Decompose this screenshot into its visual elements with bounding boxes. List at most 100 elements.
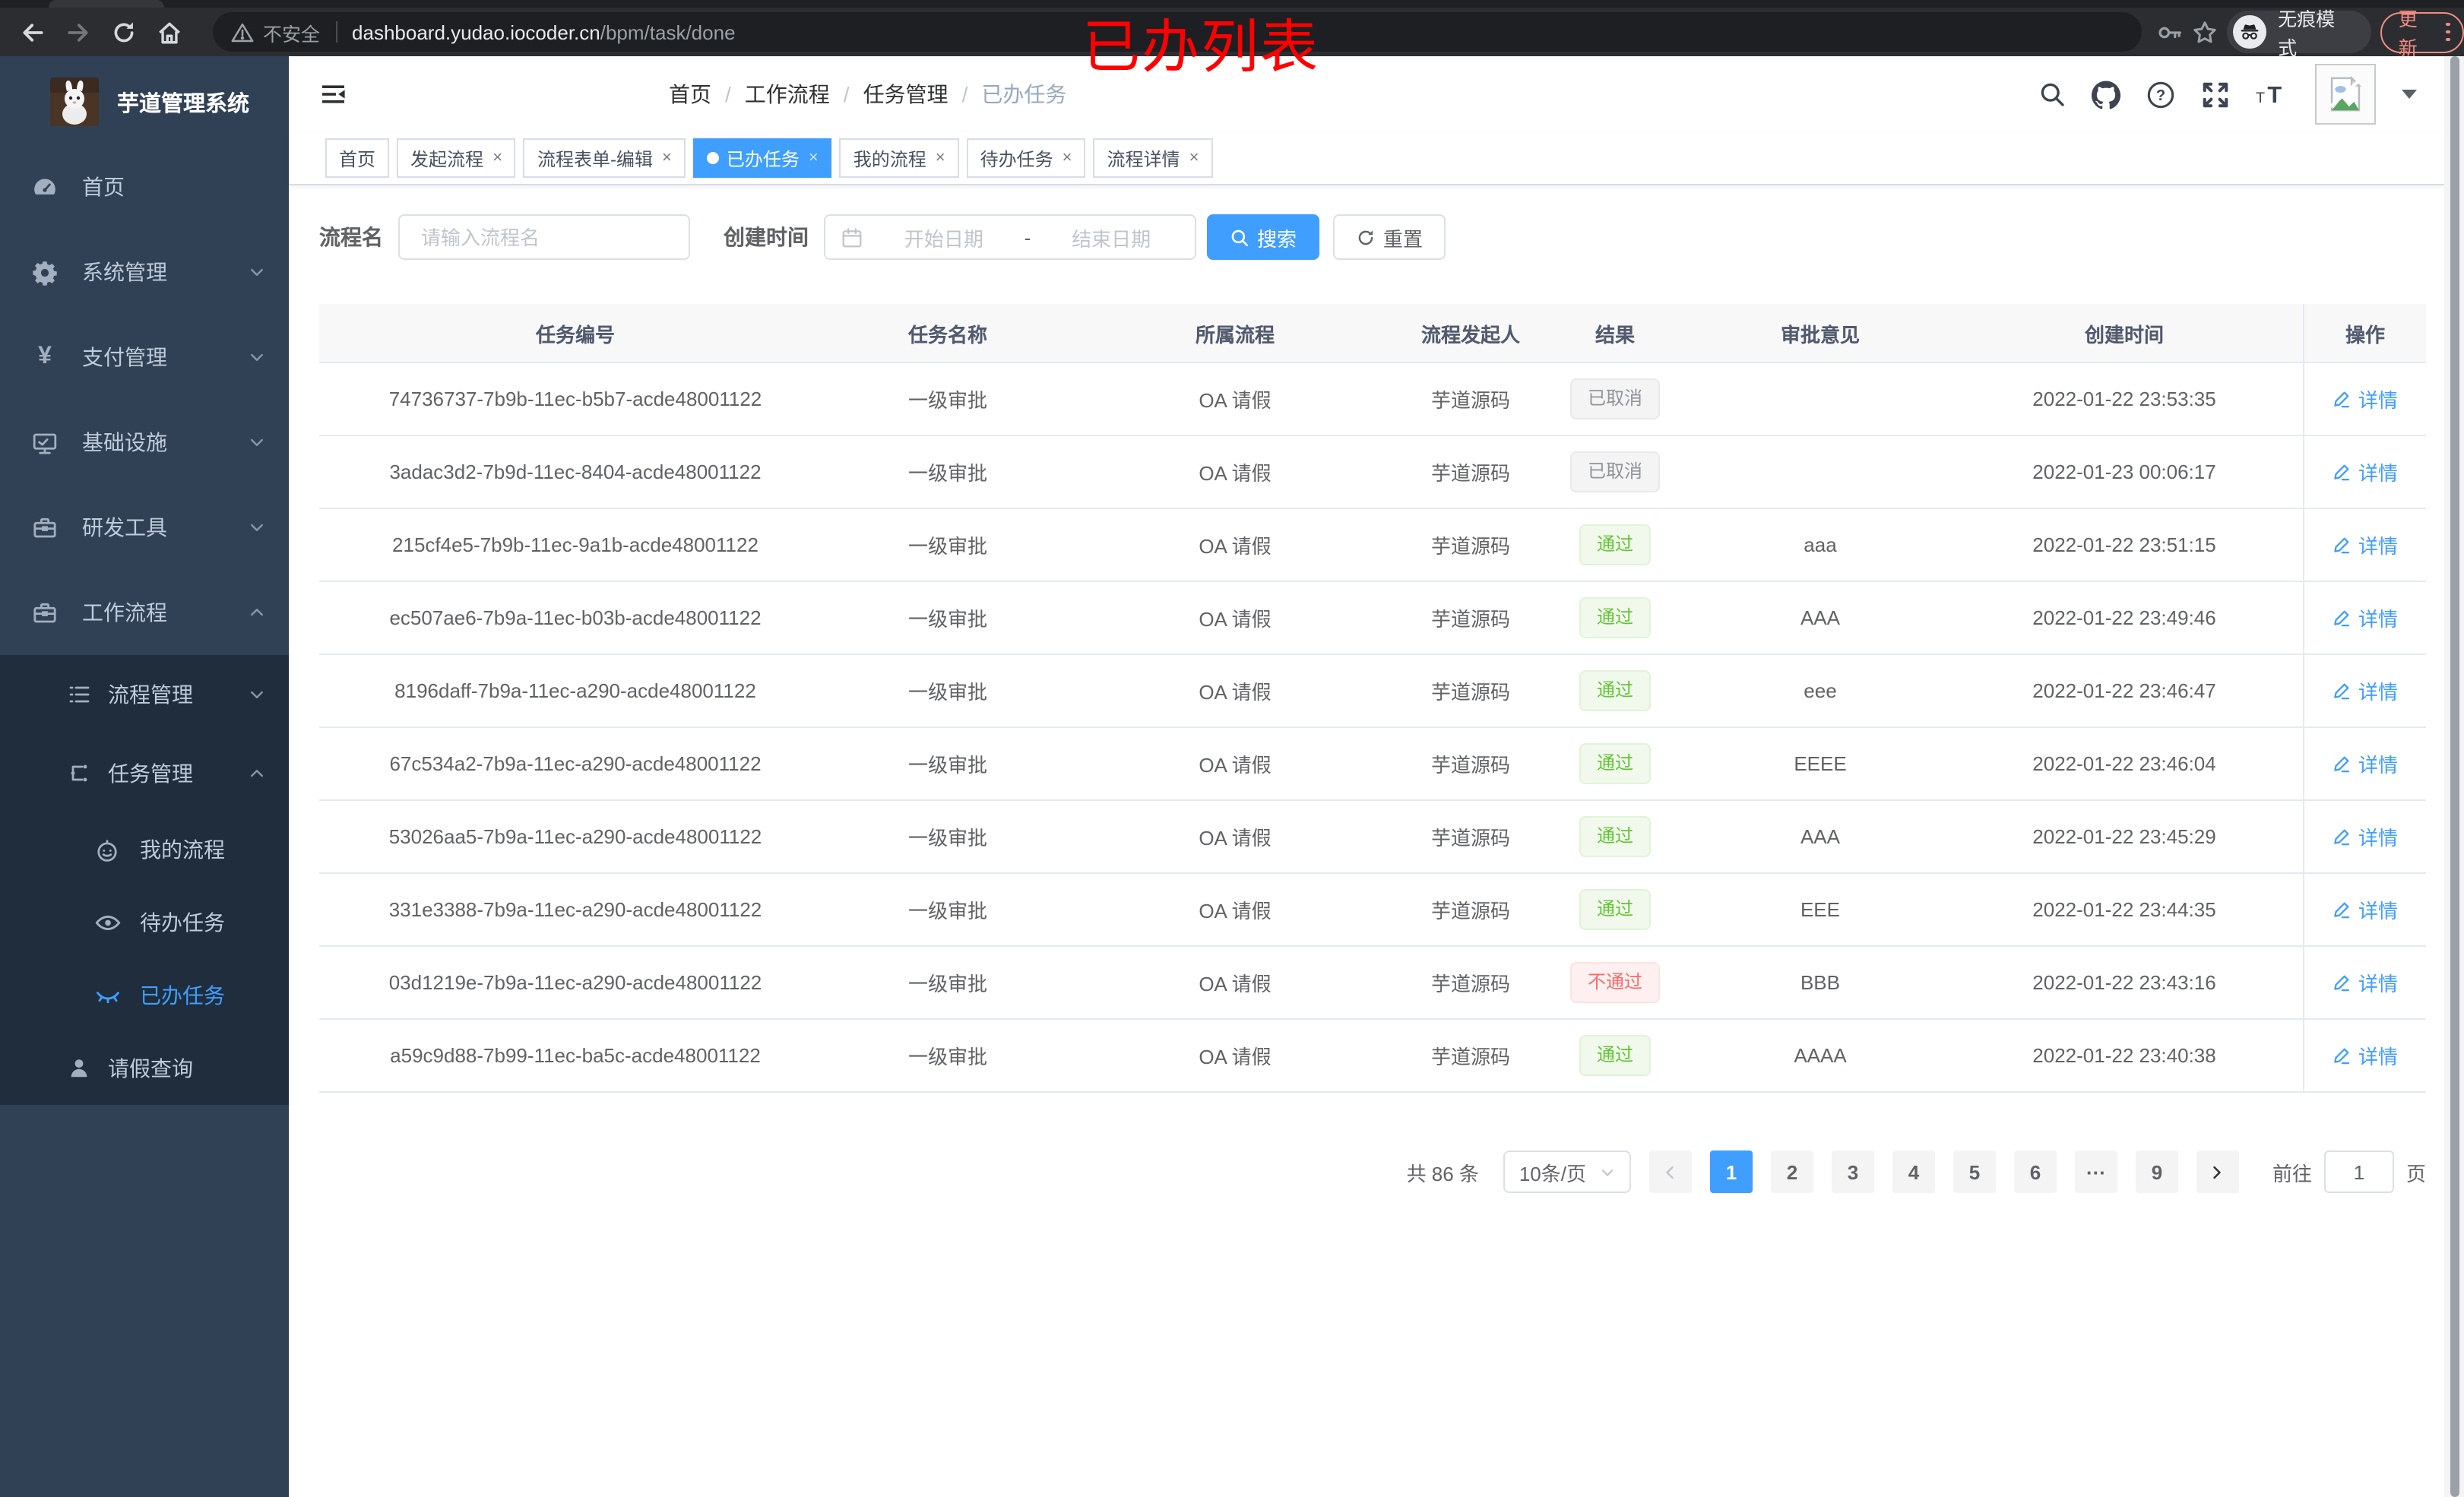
cell-task-id: 215cf4e5-7b9b-11ec-9a1b-acde48001122	[392, 533, 759, 556]
page-button-5[interactable]: 5	[1953, 1150, 1996, 1193]
url-host[interactable]: dashboard.yudao.iocoder.cn	[352, 21, 600, 43]
more-pages-button[interactable]: ···	[2074, 1150, 2117, 1193]
detail-link[interactable]: 详情	[2333, 749, 2398, 778]
tab-home[interactable]: 首页	[325, 138, 390, 178]
fullscreen-icon[interactable]	[2201, 80, 2230, 109]
help-icon[interactable]: ?	[2146, 80, 2175, 109]
sidebar-item-task-mgmt[interactable]: 任务管理	[0, 734, 289, 813]
process-name-input[interactable]	[418, 224, 670, 250]
detail-link[interactable]: 详情	[2333, 457, 2398, 486]
tab-done-tasks[interactable]: 已办任务 ×	[692, 138, 832, 178]
github-icon[interactable]	[2092, 80, 2120, 109]
detail-link[interactable]: 详情	[2333, 822, 2398, 851]
home-icon[interactable]	[146, 12, 192, 52]
sidebar-collapse-icon[interactable]	[321, 82, 347, 106]
close-icon[interactable]: ×	[1062, 149, 1072, 167]
tab-process-detail[interactable]: 流程详情 ×	[1093, 138, 1213, 178]
chevron-down-icon	[248, 263, 266, 281]
pagination-total: 共 86 条	[1406, 1162, 1479, 1185]
security-warning-icon[interactable]	[231, 21, 254, 43]
incognito-badge[interactable]: 无痕模式	[2226, 9, 2371, 59]
start-date-placeholder[interactable]: 开始日期	[904, 227, 983, 250]
top-navbar: 首页 / 工作流程 / 任务管理 / 已办任务 ?	[289, 56, 2444, 132]
breadcrumb-home[interactable]: 首页	[669, 82, 711, 106]
key-icon[interactable]	[2157, 19, 2183, 45]
end-date-placeholder[interactable]: 结束日期	[1072, 227, 1151, 250]
tab-start-process[interactable]: 发起流程 ×	[397, 138, 516, 178]
detail-link[interactable]: 详情	[2333, 603, 2398, 632]
sidebar-item-payment[interactable]: ¥ 支付管理	[0, 315, 289, 400]
sidebar-item-system[interactable]: 系统管理	[0, 229, 289, 315]
close-icon[interactable]: ×	[808, 149, 819, 167]
address-bar[interactable]: 不安全 dashboard.yudao.iocoder.cn/bpm/task/…	[213, 12, 2142, 52]
briefcase-icon	[32, 600, 58, 625]
detail-link[interactable]: 详情	[2333, 895, 2398, 924]
forward-icon[interactable]	[55, 12, 100, 52]
breadcrumb-task-mgmt[interactable]: 任务管理	[863, 82, 949, 106]
cell-created: 2022-01-22 23:44:35	[2032, 898, 2216, 921]
sidebar-item-my-process[interactable]: 我的流程	[0, 813, 289, 886]
search-button[interactable]: 搜索	[1207, 214, 1320, 260]
browser-chrome: 不安全 dashboard.yudao.iocoder.cn/bpm/task/…	[0, 0, 2464, 59]
scrollbar[interactable]	[2444, 56, 2464, 1497]
active-dot	[706, 152, 719, 164]
next-page-button[interactable]	[2196, 1150, 2239, 1193]
sidebar-item-process-mgmt[interactable]: 流程管理	[0, 655, 289, 734]
page-button-2[interactable]: 2	[1770, 1150, 1813, 1193]
page-size-select[interactable]: 10条/页	[1503, 1150, 1631, 1193]
jump-page-input[interactable]	[2323, 1150, 2394, 1193]
cell-opinion: BBB	[1800, 971, 1840, 994]
sidebar-logo[interactable]: 芋道管理系统	[0, 56, 289, 138]
sidebar-item-workflow[interactable]: 工作流程	[0, 570, 289, 655]
sidebar-item-leave-query[interactable]: 请假查询	[0, 1032, 289, 1105]
sidebar-item-todo-tasks[interactable]: 待办任务	[0, 886, 289, 959]
page-button-6[interactable]: 6	[2013, 1150, 2057, 1193]
detail-link[interactable]: 详情	[2333, 1041, 2398, 1070]
page-button-1[interactable]: 1	[1709, 1150, 1753, 1193]
security-label[interactable]: 不安全	[263, 24, 321, 45]
tab-my-process[interactable]: 我的流程 ×	[839, 138, 959, 178]
breadcrumb-workflow[interactable]: 工作流程	[744, 82, 830, 106]
svg-text:T: T	[2256, 90, 2265, 106]
avatar[interactable]	[2315, 64, 2376, 125]
detail-link[interactable]: 详情	[2333, 530, 2398, 559]
close-icon[interactable]: ×	[935, 149, 945, 167]
reset-button[interactable]: 重置	[1333, 214, 1446, 260]
table-row: 215cf4e5-7b9b-11ec-9a1b-acde48001122 一级审…	[319, 509, 2426, 582]
detail-link[interactable]: 详情	[2333, 968, 2398, 997]
cell-created: 2022-01-22 23:45:29	[2032, 825, 2216, 848]
status-badge: 通过	[1579, 670, 1650, 711]
update-label[interactable]: 更新	[2398, 9, 2418, 59]
close-icon[interactable]: ×	[1189, 149, 1199, 167]
detail-link[interactable]: 详情	[2333, 676, 2398, 705]
breadcrumb-separator: /	[725, 82, 731, 106]
page-button-9[interactable]: 9	[2135, 1150, 2178, 1193]
page-button-4[interactable]: 4	[1892, 1150, 1935, 1193]
detail-link[interactable]: 详情	[2333, 385, 2398, 413]
close-icon[interactable]: ×	[492, 149, 502, 167]
close-icon[interactable]: ×	[661, 149, 672, 167]
cell-created: 2022-01-22 23:53:35	[2032, 388, 2216, 410]
sidebar-item-home[interactable]: 首页	[0, 144, 289, 229]
tab-form-edit[interactable]: 流程表单-编辑 ×	[523, 138, 686, 178]
sidebar-item-infrastructure[interactable]: 基础设施	[0, 400, 289, 485]
cell-starter: 芋道源码	[1430, 389, 1510, 412]
eye-open-icon	[94, 909, 122, 936]
sidebar-item-devtools[interactable]: 研发工具	[0, 485, 289, 570]
sidebar-item-done-tasks[interactable]: 已办任务	[0, 959, 289, 1032]
search-icon[interactable]	[2038, 81, 2066, 108]
process-name-field[interactable]	[398, 214, 690, 260]
tab-todo-tasks[interactable]: 待办任务 ×	[966, 138, 1086, 178]
bookmark-star-icon[interactable]	[2192, 19, 2218, 45]
browser-update-button[interactable]: 更新	[2380, 9, 2464, 59]
url-path[interactable]: /bpm/task/done	[600, 21, 736, 43]
page-button-3[interactable]: 3	[1831, 1150, 1874, 1193]
date-range-field[interactable]: 开始日期 - 结束日期	[824, 214, 1196, 260]
prev-page-button[interactable]	[1648, 1150, 1692, 1193]
back-icon[interactable]	[9, 12, 55, 52]
scrollbar-thumb[interactable]	[2450, 56, 2459, 1497]
avatar-caret-icon[interactable]	[2402, 90, 2417, 99]
reload-icon[interactable]	[100, 12, 146, 52]
browser-menu-icon[interactable]	[2446, 22, 2450, 42]
